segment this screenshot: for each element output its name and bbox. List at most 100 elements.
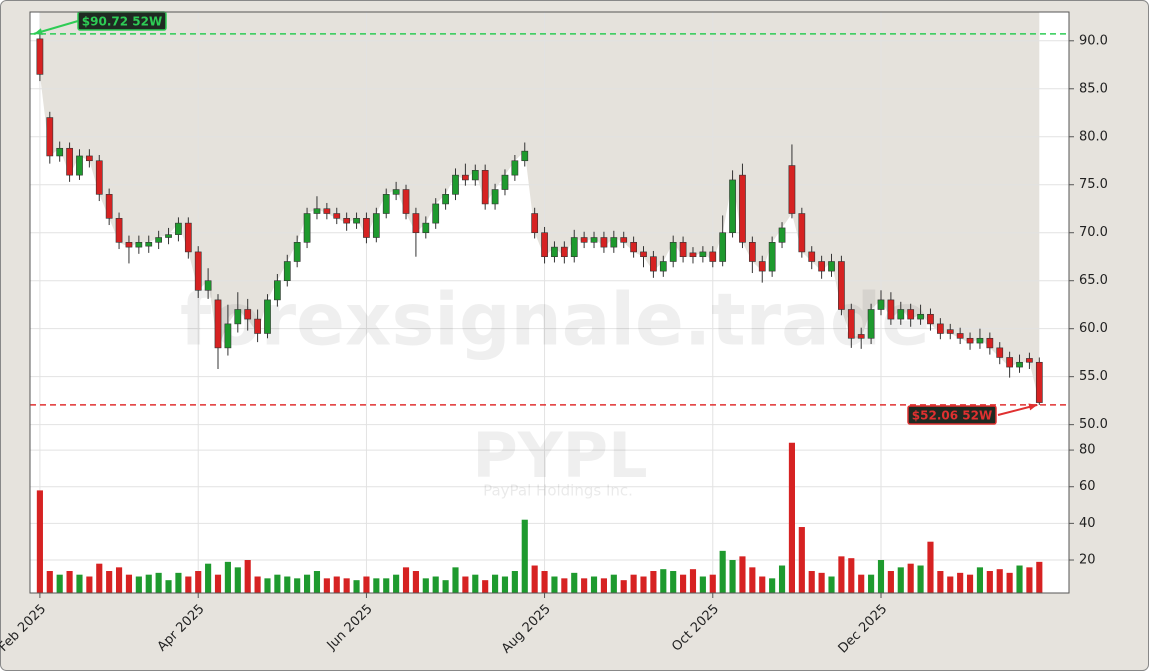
volume-bar: [670, 571, 677, 593]
volume-bar: [303, 574, 311, 593]
volume-bar: [966, 574, 974, 593]
y-tick-label: 60.0: [1079, 321, 1108, 336]
candle-body: [254, 318, 261, 334]
volume-bar: [600, 578, 607, 593]
candle-body: [630, 242, 637, 253]
candle-body: [719, 232, 727, 262]
candle-body: [699, 251, 707, 258]
candle-body: [1035, 361, 1043, 403]
candle-body: [462, 174, 469, 181]
volume-bar: [323, 578, 330, 593]
candle-body: [570, 237, 578, 258]
volume-bar: [630, 574, 637, 593]
volume-bar: [96, 563, 103, 593]
y-tick-label: 80.0: [1079, 129, 1108, 144]
volume-bar: [284, 576, 291, 593]
volume-bar: [205, 563, 212, 593]
candle-body: [907, 309, 915, 320]
candle-body: [363, 218, 370, 238]
volume-bar: [1016, 565, 1023, 593]
volume-bar: [897, 567, 904, 593]
volume-bar: [808, 571, 815, 593]
volume-bar: [590, 576, 598, 593]
candle-body: [936, 323, 944, 334]
volume-bar: [214, 574, 222, 593]
candle-body: [778, 227, 786, 243]
candle-body: [996, 347, 1004, 358]
volume-bar: [46, 571, 53, 593]
volume-bar: [482, 580, 489, 593]
candle-body: [808, 251, 816, 262]
candle-body: [234, 309, 242, 325]
candle-body: [1006, 357, 1013, 368]
candle-body: [204, 280, 212, 291]
candle-body: [115, 218, 123, 243]
candle-body: [125, 242, 133, 248]
candle-body: [46, 117, 54, 157]
candle-body: [392, 189, 400, 195]
candle-body: [610, 237, 618, 248]
volume-bar: [195, 571, 202, 593]
candle-body: [135, 242, 143, 248]
candle-body: [66, 147, 73, 176]
volume-bar: [818, 572, 825, 593]
candle-body: [739, 174, 746, 243]
volume-bar: [313, 571, 321, 593]
volume-bar: [858, 574, 865, 593]
volume-bar: [175, 572, 182, 593]
volume-bar: [412, 571, 419, 593]
volume-bar: [689, 569, 697, 593]
volume-bar: [343, 578, 350, 593]
candle-body: [620, 237, 628, 243]
y-tick-label: 50.0: [1079, 417, 1108, 432]
volume-bar: [125, 574, 133, 593]
volume-bar: [660, 569, 667, 593]
candle-body: [551, 246, 558, 258]
volume-bar: [739, 556, 746, 593]
volume-tick-label: 40: [1079, 516, 1096, 531]
volume-bar: [887, 571, 894, 593]
candle-body: [481, 170, 489, 205]
candle-body: [382, 194, 390, 214]
volume-bar: [244, 560, 251, 593]
candle-body: [274, 280, 281, 301]
volume-bar: [571, 572, 578, 593]
candle-body: [224, 323, 232, 349]
volume-bar: [699, 576, 706, 593]
volume-bar: [155, 572, 162, 593]
candle-body: [927, 313, 934, 325]
candle-body: [511, 160, 519, 176]
volume-bar: [333, 576, 340, 593]
candle-body: [155, 237, 163, 243]
candle-body: [95, 160, 103, 195]
candle-body: [432, 203, 440, 224]
candle-body: [758, 261, 766, 272]
y-tick-label: 85.0: [1079, 81, 1108, 96]
candle-body: [353, 218, 360, 224]
volume-bar: [115, 567, 123, 593]
volume-tick-label: 20: [1079, 553, 1096, 568]
candle-body: [145, 242, 153, 247]
candle-body: [283, 261, 291, 281]
y-tick-label: 75.0: [1079, 177, 1108, 192]
volume-tick-label: 80: [1079, 443, 1096, 458]
volume-bar: [224, 561, 231, 593]
volume-bar: [234, 567, 241, 593]
y-tick-label: 90.0: [1079, 33, 1108, 48]
volume-bar: [986, 571, 993, 593]
watermark-company: PayPal Holdings Inc.: [483, 482, 633, 500]
candle-body: [541, 232, 548, 258]
volume-bar: [680, 574, 687, 593]
candle-body: [1026, 358, 1033, 363]
candle-body: [471, 170, 479, 181]
volume-bar: [106, 571, 113, 593]
volume-bar: [185, 576, 192, 593]
volume-bar: [907, 563, 914, 593]
y-tick-label: 55.0: [1079, 369, 1108, 384]
volume-bar: [501, 576, 509, 593]
candle-body: [194, 251, 202, 291]
volume-bar: [145, 574, 152, 593]
candle-body: [867, 309, 875, 339]
volume-bar: [620, 580, 627, 593]
volume-bar: [36, 490, 43, 593]
